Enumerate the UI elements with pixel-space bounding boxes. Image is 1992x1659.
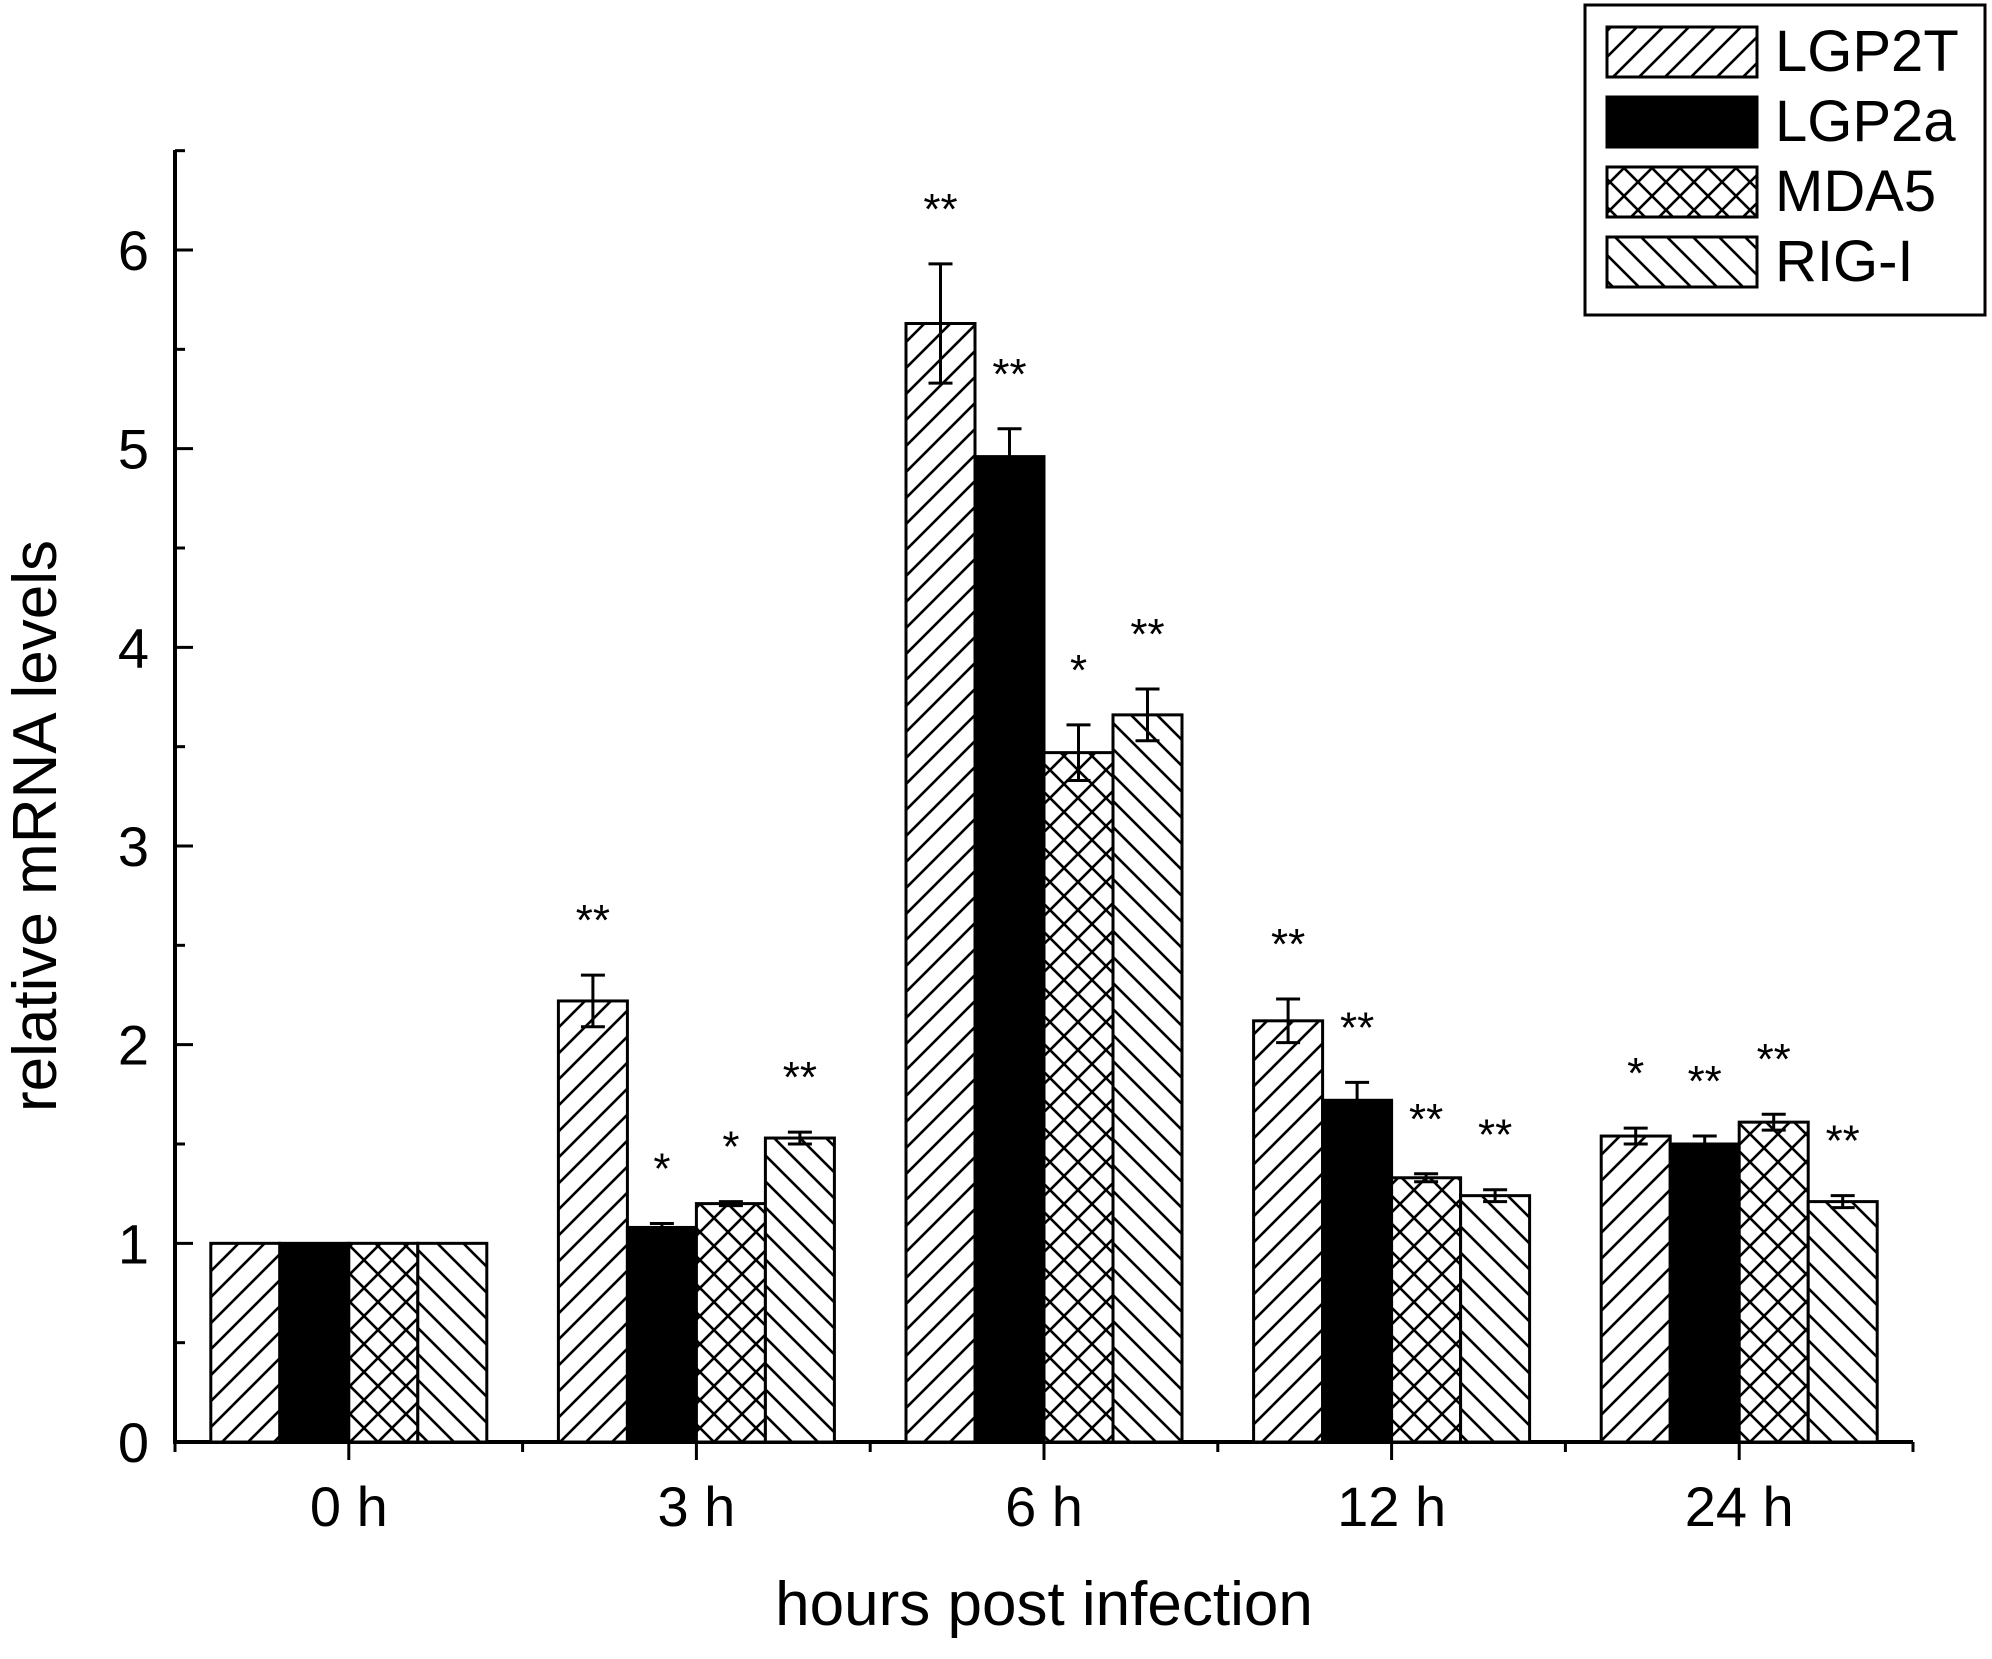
error-bar	[580, 973, 605, 1029]
error-bar	[1414, 1172, 1439, 1184]
bar-rig-i	[416, 1241, 489, 1444]
significance-mark: *	[1627, 1049, 1644, 1098]
bar-lgp2a	[973, 455, 1046, 1444]
error-bar	[1276, 997, 1301, 1045]
significance-mark: *	[653, 1144, 670, 1193]
bar-lgp2t	[1252, 1019, 1325, 1444]
error-bar	[1761, 1112, 1786, 1132]
bar-mda5	[1042, 751, 1115, 1444]
y-axis-title: relative mRNA levels	[1, 540, 70, 1112]
bar-rig-i	[1459, 1194, 1532, 1444]
bar-lgp2t	[904, 322, 977, 1444]
legend-label: RIG-I	[1775, 229, 1914, 294]
legend-label: LGP2T	[1775, 19, 1959, 84]
significance-mark: **	[1688, 1057, 1722, 1106]
significance-mark: **	[1130, 610, 1164, 659]
bar-lgp2t	[209, 1241, 282, 1444]
bar-mda5	[1390, 1176, 1463, 1444]
x-tick-label: 6 h	[1005, 1475, 1083, 1538]
error-bar	[649, 1221, 674, 1233]
error-bar	[1692, 1134, 1717, 1154]
legend-swatch	[1605, 165, 1759, 219]
x-tick-label: 24 h	[1685, 1475, 1794, 1538]
error-bar	[1135, 687, 1160, 743]
bar-lgp2a	[1668, 1142, 1741, 1444]
bar-rig-i	[763, 1136, 836, 1444]
y-tick-label: 4	[118, 616, 149, 679]
bar-lgp2a	[278, 1241, 351, 1444]
significance-mark: **	[1271, 920, 1305, 969]
y-tick-label: 0	[118, 1411, 149, 1474]
error-bar	[928, 262, 953, 385]
y-tick-label: 5	[118, 418, 149, 481]
significance-mark: **	[992, 350, 1026, 399]
significance-mark: **	[1757, 1035, 1791, 1084]
bar-lgp2t	[1599, 1134, 1672, 1444]
error-bar	[787, 1130, 812, 1146]
significance-mark: **	[1340, 1003, 1374, 1052]
y-tick-label: 6	[118, 219, 149, 282]
bars-layer	[209, 322, 1879, 1444]
bar-mda5	[347, 1241, 420, 1444]
significance-mark: **	[1478, 1111, 1512, 1160]
bar-lgp2a	[625, 1225, 698, 1444]
significance-layer: *** **************** *** ** ****	[576, 185, 1860, 1194]
error-bar	[1345, 1080, 1370, 1120]
bar-lgp2a	[1321, 1098, 1394, 1444]
significance-mark: **	[576, 896, 610, 945]
y-tick-label: 3	[118, 815, 149, 878]
significance-mark: **	[783, 1053, 817, 1102]
legend-label: MDA5	[1775, 159, 1936, 224]
significance-mark: **	[1409, 1095, 1443, 1144]
error-bar	[1483, 1188, 1508, 1204]
x-tick-label: 12 h	[1337, 1475, 1446, 1538]
bar-rig-i	[1806, 1200, 1879, 1444]
y-tick-label: 1	[118, 1212, 149, 1275]
legend-swatch	[1605, 95, 1759, 149]
significance-mark: **	[923, 185, 957, 234]
legend-label: LGP2a	[1775, 89, 1956, 154]
error-bar	[1066, 723, 1091, 782]
bar-mda5	[1737, 1120, 1810, 1444]
significance-mark: *	[722, 1123, 739, 1172]
legend-swatch	[1605, 235, 1759, 289]
bar-rig-i	[1111, 713, 1184, 1444]
bar-lgp2t	[556, 999, 629, 1444]
significance-mark: **	[1826, 1117, 1860, 1166]
bar-mda5	[694, 1202, 767, 1444]
legend-swatch	[1605, 25, 1759, 79]
x-tick-label: 3 h	[657, 1475, 735, 1538]
x-axis-title: hours post infection	[775, 1570, 1313, 1639]
error-bars-layer	[580, 262, 1855, 1233]
error-bar	[1623, 1126, 1648, 1146]
significance-mark: *	[1070, 646, 1087, 695]
error-bar	[718, 1200, 743, 1208]
y-tick-label: 2	[118, 1014, 149, 1077]
error-bar	[997, 427, 1022, 486]
error-bar	[1830, 1194, 1855, 1210]
x-tick-label: 0 h	[310, 1475, 388, 1538]
